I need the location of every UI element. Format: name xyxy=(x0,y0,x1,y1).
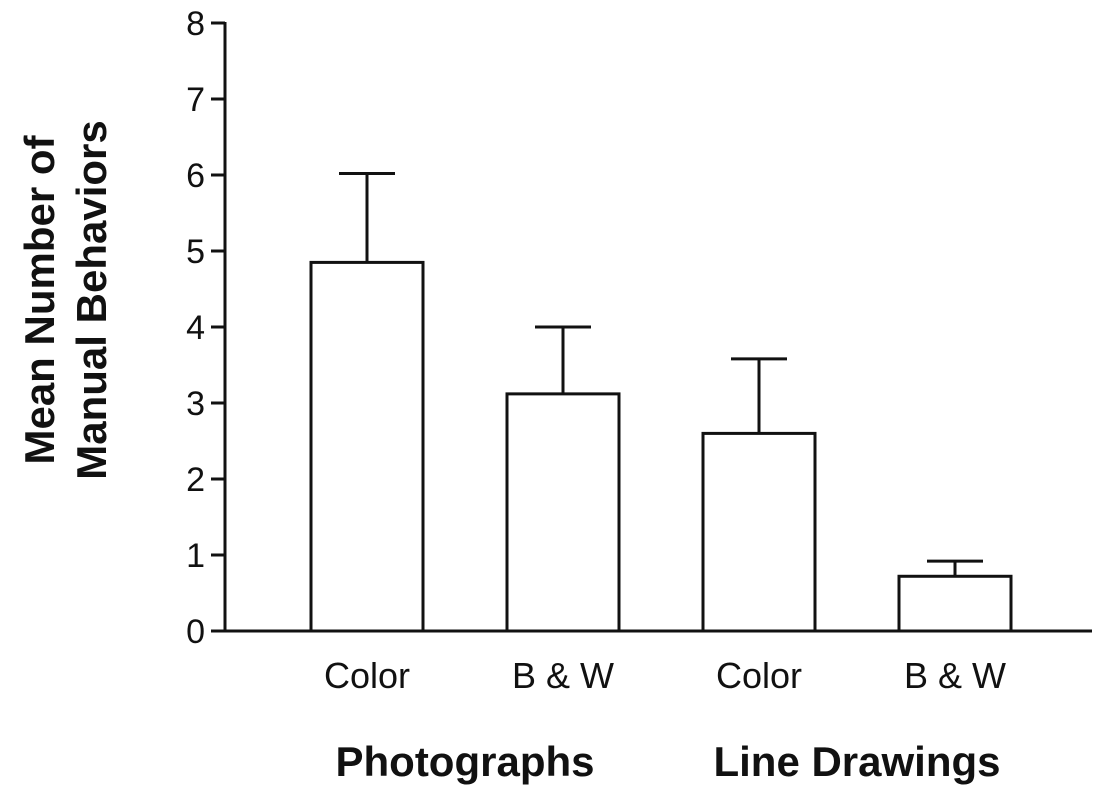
y-axis-title-line-2: Manual Behaviors xyxy=(68,120,115,479)
bar xyxy=(505,392,621,633)
y-tick-label: 6 xyxy=(186,157,205,195)
y-axis-title: Mean Number of Manual Behaviors xyxy=(16,120,115,479)
category-label: B & W xyxy=(904,655,1006,696)
y-tick-label: 8 xyxy=(186,5,205,43)
y-tick-label: 5 xyxy=(186,233,205,271)
y-axis-title-line-1: Mean Number of xyxy=(16,134,63,464)
y-axis: 0 1 2 3 4 5 6 7 8 xyxy=(186,5,225,651)
group-label: Photographs xyxy=(336,738,595,785)
bar xyxy=(701,431,817,633)
category-label: Color xyxy=(324,655,410,696)
y-tick-label: 7 xyxy=(186,81,205,119)
group-label: Line Drawings xyxy=(713,738,1000,785)
y-tick-label: 2 xyxy=(186,461,205,499)
bar xyxy=(897,574,1013,633)
category-label: B & W xyxy=(512,655,614,696)
bar xyxy=(309,260,425,633)
y-tick-label: 4 xyxy=(186,309,205,347)
category-label: Color xyxy=(716,655,802,696)
bars xyxy=(309,171,1013,633)
y-tick-label: 0 xyxy=(186,613,205,651)
category-labels: Color B & W Color B & W xyxy=(324,655,1006,696)
y-tick-label: 3 xyxy=(186,385,205,423)
y-tick-label: 1 xyxy=(186,537,205,575)
group-labels: Photographs Line Drawings xyxy=(336,738,1001,785)
